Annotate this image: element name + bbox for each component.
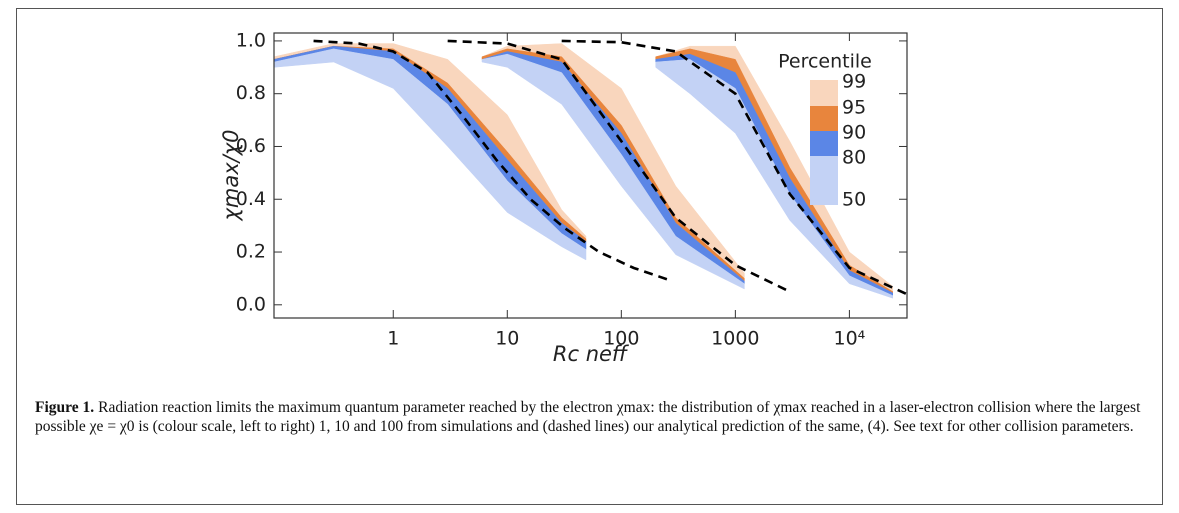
x-tick-label: 1 bbox=[387, 328, 399, 350]
prediction-line bbox=[313, 39, 673, 283]
chart: Rc neff χmax/χ0 Percentile 0.0 0.2 0.4 0.6 0… bbox=[219, 29, 908, 366]
y-tick-label: 0.6 bbox=[236, 135, 266, 157]
y-tick-label: 0.0 bbox=[236, 293, 266, 315]
y-axis-label: χmax/χ0 bbox=[219, 129, 243, 221]
figure-frame bbox=[16, 8, 1163, 505]
percentile-band bbox=[273, 48, 587, 261]
legend-label: 50 bbox=[842, 189, 866, 211]
legend-label: 80 bbox=[842, 147, 866, 169]
legend-label: 95 bbox=[842, 97, 866, 119]
y-tick-label: 0.2 bbox=[236, 241, 266, 263]
prediction-line bbox=[447, 39, 791, 293]
x-tick-label: 1000 bbox=[711, 328, 759, 350]
caption-text: Radiation reaction limits the maximum qu… bbox=[35, 399, 1141, 435]
x-axis-label: Rc neff bbox=[553, 342, 630, 366]
percentile-band bbox=[655, 59, 894, 299]
y-tick-label: 1.0 bbox=[236, 29, 266, 51]
x-tick-label: 10⁴ bbox=[833, 328, 865, 350]
y-tick-label: 0.4 bbox=[236, 188, 266, 210]
percentile-band bbox=[481, 53, 745, 290]
x-tick-label: 100 bbox=[603, 328, 639, 350]
legend-label: 99 bbox=[842, 71, 866, 93]
caption: Figure 1. Radiation reaction limits the m… bbox=[35, 398, 1150, 436]
legend-swatch bbox=[810, 131, 838, 156]
legend-swatch bbox=[810, 106, 838, 131]
caption-label: Figure 1. bbox=[35, 399, 95, 416]
y-tick-label: 0.8 bbox=[236, 82, 266, 104]
prediction-line bbox=[561, 39, 908, 296]
legend-label: 90 bbox=[842, 122, 866, 144]
plot-frame bbox=[273, 32, 908, 319]
legend-swatch bbox=[810, 156, 838, 205]
legend-title: Percentile bbox=[778, 51, 872, 73]
x-tick-label: 10 bbox=[495, 328, 519, 350]
legend-swatch bbox=[810, 80, 838, 106]
